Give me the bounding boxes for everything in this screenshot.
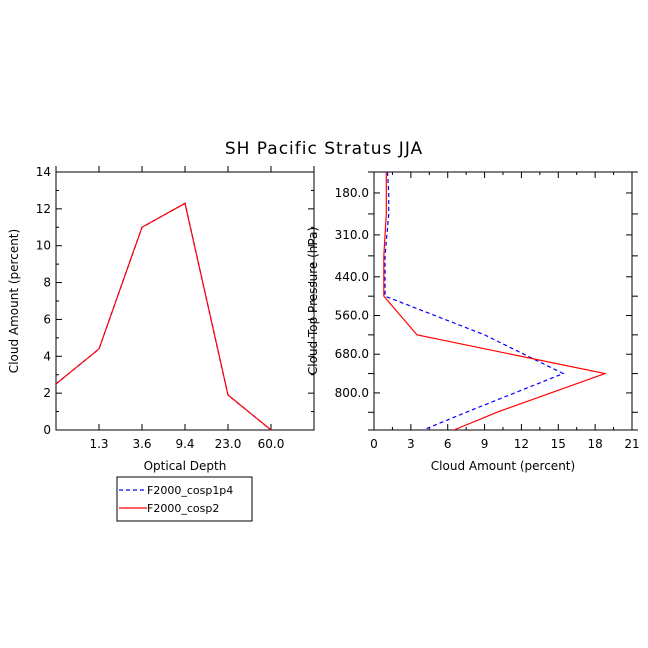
left-panel: Optical Depth Cloud Amount (percent) 0 2 4… xyxy=(7,165,315,473)
right-series-line-cosp1p4 xyxy=(384,171,565,431)
left-ticks: 0 2 4 6 8 10 12 14 1.3 3.6 9.4 23.0 60.0 xyxy=(36,165,315,451)
right-y-tick-label: 310.0 xyxy=(335,228,369,242)
right-x-tick-label: 12 xyxy=(514,437,529,451)
right-y-tick-label: 560.0 xyxy=(335,309,369,323)
right-x-axis-title: Cloud Amount (percent) xyxy=(431,459,575,473)
chart-title: SH Pacific Stratus JJA xyxy=(225,139,423,159)
left-x-axis-title: Optical Depth xyxy=(144,459,227,473)
left-series-line-cosp2 xyxy=(55,202,272,431)
right-x-tick-label: 9 xyxy=(481,437,489,451)
left-series xyxy=(55,202,272,431)
left-x-tick-label: 1.3 xyxy=(89,437,108,451)
left-x-tick-label: 60.0 xyxy=(258,437,285,451)
left-y-tick-label: 2 xyxy=(43,386,51,400)
legend: F2000_cosp1p4 F2000_cosp2 xyxy=(116,476,253,522)
left-x-tick-label: 9.4 xyxy=(175,437,194,451)
right-y-tick-label: 680.0 xyxy=(335,347,369,361)
left-y-axis-title: Cloud Amount (percent) xyxy=(7,229,21,373)
left-y-tick-label: 0 xyxy=(43,423,51,437)
left-plot-frame xyxy=(55,171,315,431)
legend-box xyxy=(116,476,253,522)
left-y-tick-label: 6 xyxy=(43,312,51,326)
right-plot-frame xyxy=(373,171,633,431)
right-y-axis-title: Cloud Top Pressure (hPa) xyxy=(306,227,320,375)
right-y-tick-label: 440.0 xyxy=(335,270,369,284)
right-ticks: 0 3 6 9 12 15 18 21 180.0 310.0 440.0 560.0 680.0 800… xyxy=(335,171,640,451)
left-x-tick-label: 23.0 xyxy=(215,437,242,451)
right-series xyxy=(383,171,608,431)
right-series-line-cosp2 xyxy=(383,172,608,431)
right-x-tick-label: 15 xyxy=(551,437,566,451)
left-series-line-cosp1p4 xyxy=(55,202,272,431)
left-y-tick-label: 4 xyxy=(43,349,51,363)
right-x-tick-label: 6 xyxy=(444,437,452,451)
left-x-tick-label: 3.6 xyxy=(132,437,151,451)
legend-label-cosp1p4: F2000_cosp1p4 xyxy=(147,484,233,497)
right-panel: Cloud Amount (percent) Cloud Top Pressur… xyxy=(306,171,640,473)
left-y-tick-label: 14 xyxy=(36,165,51,179)
left-y-tick-label: 8 xyxy=(43,276,51,290)
left-y-tick-label: 12 xyxy=(36,202,51,216)
right-y-tick-label: 800.0 xyxy=(335,386,369,400)
left-y-tick-label: 10 xyxy=(36,239,51,253)
right-x-tick-label: 0 xyxy=(370,437,378,451)
right-x-tick-label: 21 xyxy=(624,437,639,451)
legend-label-cosp2: F2000_cosp2 xyxy=(147,502,219,515)
right-y-tick-label: 180.0 xyxy=(335,186,369,200)
right-x-tick-label: 3 xyxy=(407,437,415,451)
right-x-tick-label: 18 xyxy=(588,437,603,451)
